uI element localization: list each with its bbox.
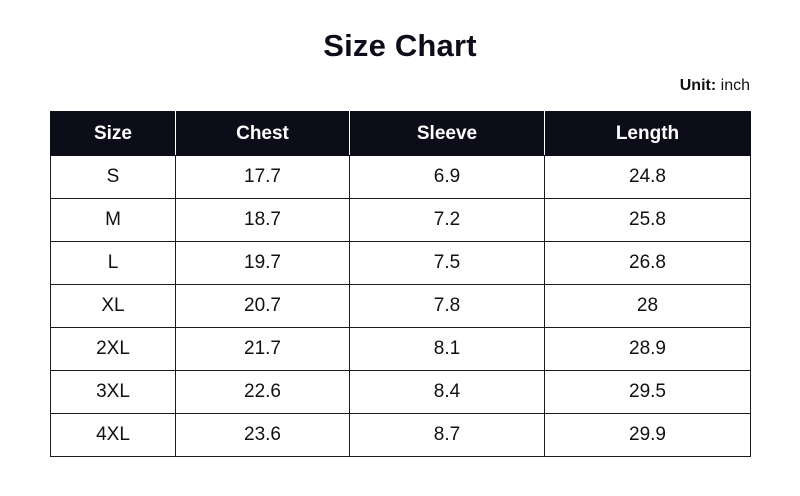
table-row: S 17.7 6.9 24.8 — [50, 155, 751, 199]
cell-length: 26.8 — [544, 241, 751, 285]
cell-length: 25.8 — [544, 198, 751, 242]
header-chest: Chest — [175, 111, 350, 156]
cell-sleeve: 7.2 — [349, 198, 545, 242]
table-row: 3XL 22.6 8.4 29.5 — [50, 370, 751, 414]
header-size: Size — [50, 111, 176, 156]
cell-chest: 21.7 — [175, 327, 350, 371]
table-row: M 18.7 7.2 25.8 — [50, 198, 751, 242]
cell-chest: 18.7 — [175, 198, 350, 242]
cell-length: 29.9 — [544, 413, 751, 457]
cell-length: 29.5 — [544, 370, 751, 414]
cell-length: 24.8 — [544, 155, 751, 199]
table-row: 4XL 23.6 8.7 29.9 — [50, 413, 751, 457]
cell-length: 28.9 — [544, 327, 751, 371]
cell-chest: 23.6 — [175, 413, 350, 457]
cell-size: L — [50, 241, 176, 285]
table-row: XL 20.7 7.8 28 — [50, 284, 751, 328]
cell-size: S — [50, 155, 176, 199]
unit-label: Unit: — [679, 77, 717, 94]
cell-sleeve: 6.9 — [349, 155, 545, 199]
header-row: Size Chest Sleeve Length — [50, 111, 751, 156]
cell-chest: 19.7 — [175, 241, 350, 285]
cell-size: 3XL — [50, 370, 176, 414]
cell-size: M — [50, 198, 176, 242]
cell-sleeve: 7.8 — [349, 284, 545, 328]
cell-length: 28 — [544, 284, 751, 328]
cell-chest: 20.7 — [175, 284, 350, 328]
cell-size: XL — [50, 284, 176, 328]
cell-sleeve: 8.7 — [349, 413, 545, 457]
cell-size: 4XL — [50, 413, 176, 457]
cell-size: 2XL — [50, 327, 176, 371]
table-row: L 19.7 7.5 26.8 — [50, 241, 751, 285]
cell-sleeve: 8.1 — [349, 327, 545, 371]
cell-sleeve: 7.5 — [349, 241, 545, 285]
unit-value: inch — [720, 77, 750, 94]
cell-sleeve: 8.4 — [349, 370, 545, 414]
header-sleeve: Sleeve — [349, 111, 545, 156]
size-table: Size Chest Sleeve Length S 17.7 6.9 24.8… — [50, 111, 751, 457]
cell-chest: 17.7 — [175, 155, 350, 199]
unit-note: Unit: inch — [680, 77, 750, 95]
cell-chest: 22.6 — [175, 370, 350, 414]
header-length: Length — [544, 111, 751, 156]
table-body: S 17.7 6.9 24.8 M 18.7 7.2 25.8 L 19.7 7… — [50, 155, 751, 457]
table-header: Size Chest Sleeve Length — [50, 111, 751, 156]
page-title: Size Chart — [323, 28, 477, 63]
table-row: 2XL 21.7 8.1 28.9 — [50, 327, 751, 371]
